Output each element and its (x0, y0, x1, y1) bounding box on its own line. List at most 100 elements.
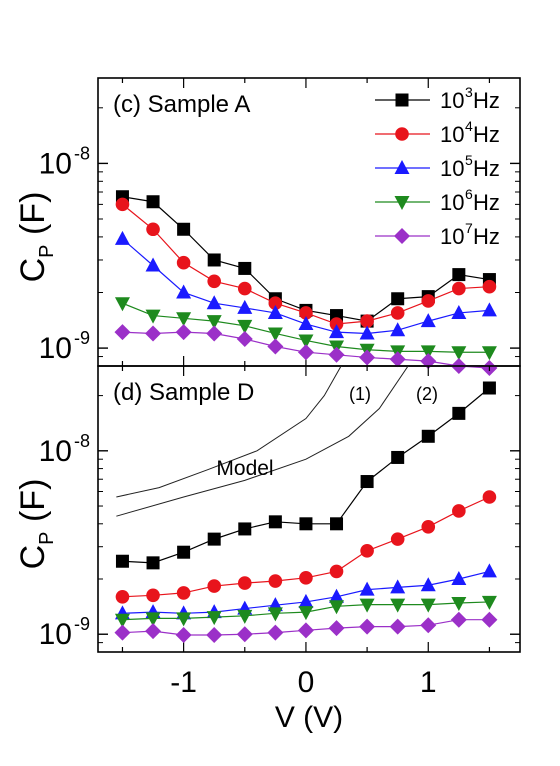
data-point (237, 299, 253, 314)
legend-label-unit: Hz (473, 190, 500, 215)
data-point (114, 297, 130, 312)
model-curve-line (116, 366, 342, 498)
data-point (299, 517, 313, 531)
data-point (268, 574, 283, 588)
data-point (145, 325, 162, 342)
data-point (328, 346, 345, 363)
data-point (238, 261, 252, 275)
data-point (360, 314, 374, 328)
data-point (481, 302, 497, 317)
data-point (177, 222, 191, 236)
legend-label-exponent: 7 (465, 220, 473, 236)
data-point (329, 324, 345, 339)
data-point (268, 296, 283, 311)
data-point (236, 331, 253, 348)
legend-label-base: 10 (440, 190, 464, 215)
legend-label-base: 10 (440, 122, 464, 147)
data-point (329, 600, 345, 615)
data-point (391, 292, 405, 306)
data-point (360, 544, 374, 558)
model-curve-2-label: (2) (416, 384, 438, 404)
x-tick-label: 1 (420, 666, 437, 699)
data-point (115, 589, 130, 604)
data-point (207, 579, 222, 593)
data-point (236, 626, 253, 643)
data-point (391, 450, 405, 464)
data-point (177, 545, 191, 559)
data-point (390, 306, 405, 320)
data-point (451, 571, 467, 586)
data-point (206, 315, 222, 330)
y-axis-title-main: C (14, 258, 52, 283)
data-point (206, 611, 222, 626)
data-point (359, 618, 376, 635)
data-point (114, 624, 131, 641)
data-point (237, 609, 253, 624)
model-label: Model (216, 457, 273, 480)
data-point (482, 490, 497, 504)
data-point (481, 346, 497, 361)
legend-label-base: 10 (440, 156, 464, 181)
data-point (238, 522, 252, 536)
data-point (330, 517, 344, 531)
data-point (328, 620, 345, 637)
panel-label: (d) Sample D (113, 379, 254, 406)
legend-label-exponent: 3 (465, 84, 473, 100)
data-point (451, 304, 467, 319)
x-axis-title: V (V) (275, 701, 343, 734)
y-tick-label-exponent: -9 (74, 328, 90, 348)
legend-label-unit: Hz (473, 224, 500, 249)
data-point (452, 504, 466, 518)
data-point (481, 611, 498, 628)
legend-label-base: 10 (440, 88, 464, 113)
y-axis-title-main: C (14, 545, 52, 570)
legend-swatch-marker (395, 93, 409, 107)
data-point (389, 351, 406, 368)
y-tick-label-exponent: -9 (74, 614, 90, 634)
data-point (146, 588, 160, 603)
data-point (360, 475, 374, 489)
data-point (176, 612, 192, 627)
data-point (176, 586, 191, 600)
data-point (206, 295, 222, 310)
data-point (146, 195, 160, 209)
data-point (298, 593, 314, 608)
data-point (267, 338, 284, 355)
data-point (115, 197, 130, 212)
data-point (115, 554, 129, 568)
data-point (146, 222, 160, 237)
data-point (482, 279, 497, 294)
data-point (329, 317, 344, 331)
y-axis-title: CP (F) (14, 479, 58, 570)
data-point (421, 429, 435, 443)
data-point (175, 324, 192, 341)
data-point (206, 627, 223, 644)
legend-swatch-marker (394, 160, 410, 174)
data-point (145, 612, 161, 627)
data-point (267, 624, 284, 641)
data-point (297, 622, 314, 639)
data-point (359, 581, 375, 596)
legend-label-exponent: 6 (465, 186, 473, 202)
panel-label: (c) Sample A (113, 91, 250, 118)
data-point (420, 353, 437, 370)
data-point (451, 346, 467, 361)
data-point (420, 617, 437, 634)
y-axis-title: CP (F) (14, 192, 58, 283)
data-point (146, 556, 160, 570)
data-point (359, 349, 376, 366)
x-tick-label: 0 (298, 666, 315, 699)
data-point (175, 627, 192, 644)
model-curve-line (116, 366, 409, 517)
data-point (267, 607, 283, 622)
data-point (450, 611, 467, 628)
data-point (298, 316, 314, 331)
data-point (421, 520, 436, 534)
data-point (237, 281, 252, 296)
data-point (329, 564, 344, 579)
legend-swatch-marker (394, 196, 410, 210)
data-point (176, 284, 192, 299)
data-point (451, 596, 467, 611)
data-point (267, 327, 283, 342)
